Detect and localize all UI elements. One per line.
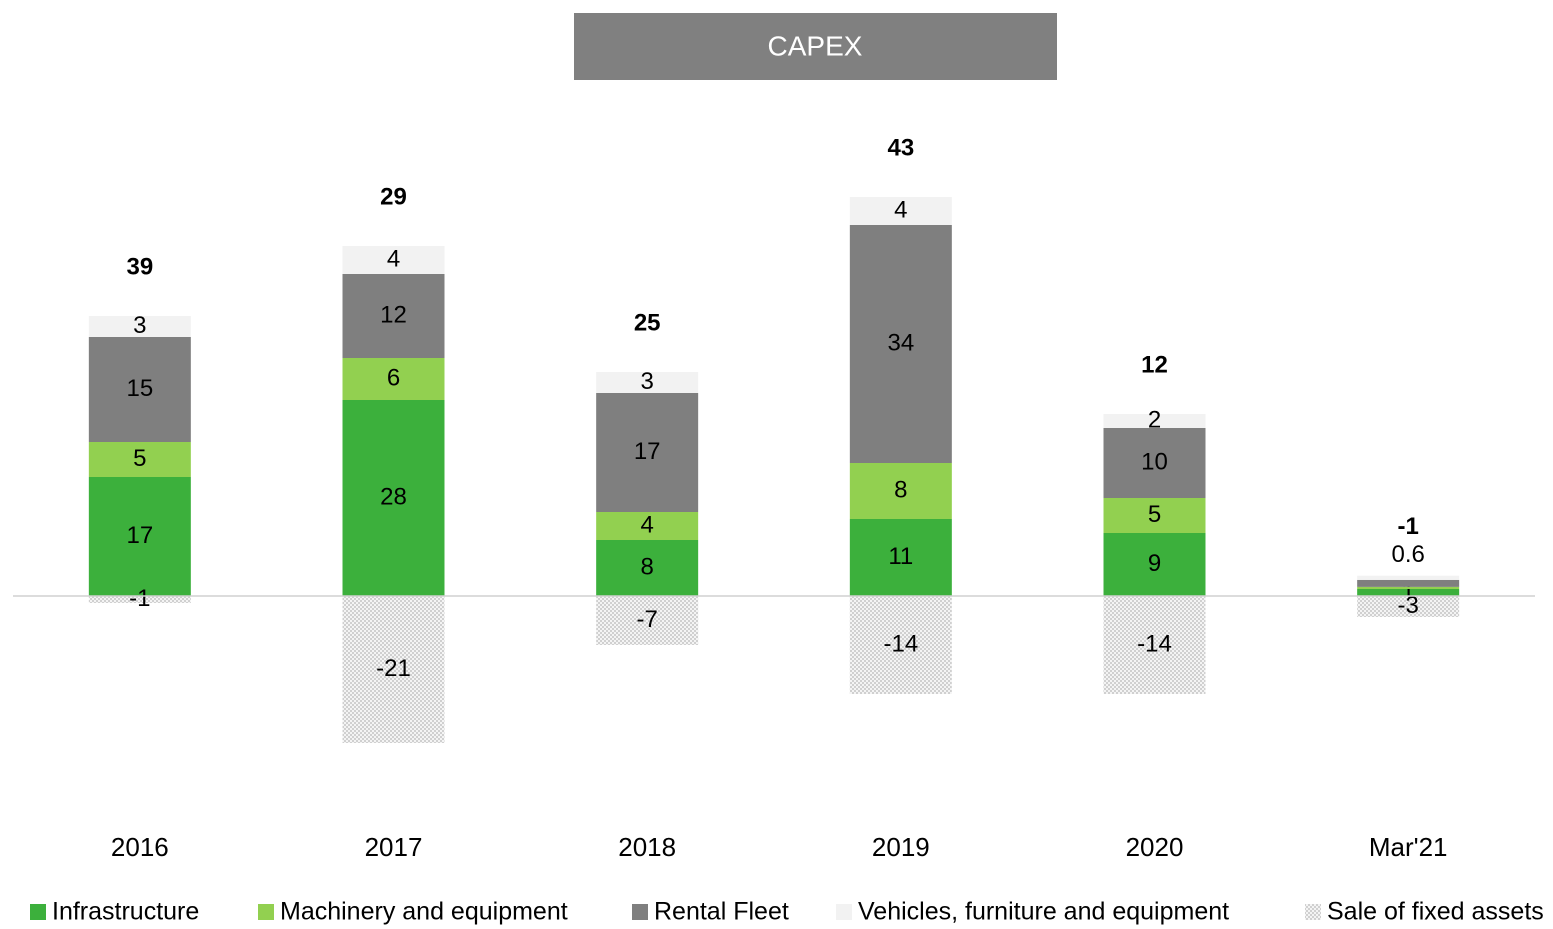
legend-swatch: [30, 904, 46, 920]
data-label: 17: [126, 522, 153, 549]
title-box: [574, 13, 1057, 80]
data-label: 4: [894, 196, 907, 223]
legend-label: Vehicles, furniture and equipment: [858, 898, 1229, 926]
bar-segment: [1103, 596, 1206, 694]
legend-label: Infrastructure: [52, 898, 199, 926]
bar-segment: [596, 372, 699, 393]
bar-segment: [342, 596, 445, 743]
data-label: 9: [1148, 550, 1161, 577]
data-label: 6: [387, 364, 400, 391]
bar-segment: [849, 596, 952, 694]
data-label: 34: [887, 329, 914, 356]
bar-segment: [596, 512, 699, 540]
bar-segment: [88, 316, 191, 337]
bar-segment: [849, 519, 952, 596]
legend-swatch: [836, 904, 852, 920]
bar-segment: [596, 540, 699, 596]
total-label: -1: [1397, 513, 1418, 540]
bar-segment: [342, 358, 445, 400]
bar-segment: [596, 596, 699, 645]
x-tick-label: Mar'21: [1369, 832, 1448, 862]
legend-label: Rental Fleet: [654, 898, 789, 926]
data-label: 15: [126, 375, 153, 402]
legend-swatch: [1305, 904, 1321, 920]
bar-segment: [88, 442, 191, 477]
bar-segment: [88, 596, 191, 603]
data-label: 4: [640, 511, 653, 538]
data-label: 12: [380, 301, 407, 328]
bar-segment: [849, 225, 952, 463]
bar-segment: [1357, 586, 1460, 589]
bar-segment: [849, 463, 952, 519]
x-tick-label: 2016: [111, 832, 169, 862]
data-label: 4: [387, 245, 400, 272]
legend-label: Sale of fixed assets: [1327, 898, 1544, 926]
total-label: 39: [126, 253, 153, 280]
data-label: -14: [883, 630, 918, 657]
data-label: 5: [133, 445, 146, 472]
data-label: -1: [129, 585, 150, 612]
bar-segment: [88, 337, 191, 442]
bar-segment: [1103, 414, 1206, 428]
bar-segment: [596, 393, 699, 512]
x-tick-label: 2018: [618, 832, 676, 862]
bar-segment: [342, 400, 445, 596]
bar-segment: [1357, 589, 1460, 596]
data-label: 2: [1148, 406, 1161, 433]
data-label: 8: [640, 553, 653, 580]
x-tick-label: 2020: [1126, 832, 1184, 862]
data-label: 28: [380, 483, 407, 510]
data-label: 17: [634, 438, 661, 465]
bar-segment: [1357, 575, 1460, 580]
bar-segment: [1103, 533, 1206, 596]
bar-segment: [88, 477, 191, 596]
data-label: -21: [376, 655, 411, 682]
bar-segment: [1357, 579, 1460, 587]
data-label: 0.6: [1391, 541, 1424, 568]
data-label: 3: [133, 312, 146, 339]
bar-segment: [342, 246, 445, 274]
legend-label: Machinery and equipment: [280, 898, 568, 926]
legend-swatch: [258, 904, 274, 920]
data-label: 5: [1148, 501, 1161, 528]
legend-swatch: [632, 904, 648, 920]
bar-segment: [1103, 498, 1206, 533]
data-label: -3: [1397, 592, 1418, 619]
total-label: 29: [380, 183, 407, 210]
bar-segment: [1103, 428, 1206, 498]
data-label: -14: [1137, 630, 1172, 657]
data-label: 11: [888, 543, 913, 570]
data-label: 3: [640, 368, 653, 395]
bar-segment: [1357, 596, 1460, 617]
total-label: 25: [634, 309, 661, 336]
chart-title: CAPEX: [768, 30, 863, 61]
bar-segment: [849, 197, 952, 225]
bar-segment: [342, 274, 445, 358]
x-tick-label: 2019: [872, 832, 930, 862]
data-label: 10: [1141, 448, 1168, 475]
x-tick-label: 2017: [365, 832, 423, 862]
data-label: 8: [894, 476, 907, 503]
total-label: 43: [887, 134, 914, 161]
total-label: 12: [1141, 351, 1168, 378]
data-label: -7: [636, 606, 657, 633]
